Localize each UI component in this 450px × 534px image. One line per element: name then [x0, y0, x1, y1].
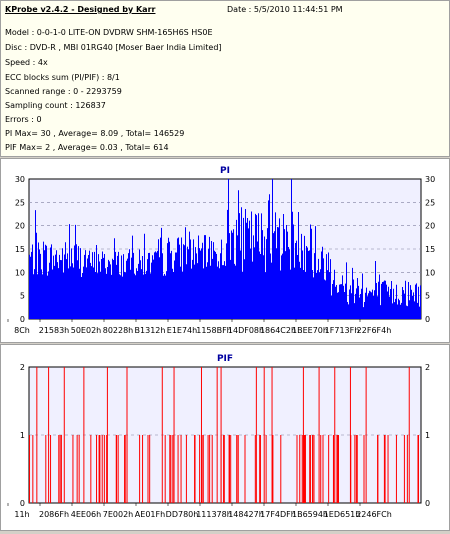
x-tick-label: 17F4DFh: [260, 510, 296, 519]
y-tick-label-left: 15: [15, 245, 25, 254]
x-tick-label: 22F6F4h: [357, 326, 392, 335]
y-tick-label-left: 0: [20, 315, 25, 324]
x-tick-label: 4EE06h: [71, 510, 101, 519]
y-tick-label-right: 0: [425, 315, 430, 324]
y-tick-label-right: 5: [425, 292, 430, 301]
x-tick-label: 1BEE70h: [292, 326, 328, 335]
x-tick-label: 14DF08h: [228, 326, 264, 335]
pi-chart: PI 0 0 5 5 10 10 15 15 20 20 25 25 30 30 8Ch 21583h 50E02…: [7, 166, 435, 335]
pif-chart: PIF 0 0 1 1 2 2 11h 2086Fh 4EE06h 7E002h AE01Fh DD78…: [7, 354, 430, 519]
x-tick-label: 80228h: [103, 326, 134, 335]
y-tick-label-right: 10: [425, 268, 435, 277]
x-tick-label: 1158BFh: [196, 326, 232, 335]
y-tick-label-right: 25: [425, 198, 435, 207]
pif-chart-panel: PIF 0 0 1 1 2 2 11h 2086Fh 4EE06h 7E002h AE01Fh DD78…: [0, 344, 450, 531]
x-tick-label: 1ED651h: [324, 510, 361, 519]
y-tick-label-left: 2: [20, 363, 25, 372]
disc-line: Disc : DVD-R , MBI 01RG40 [Moser Baer In…: [5, 43, 222, 52]
y-tick-label-right: 1: [425, 431, 430, 440]
sampling-count-line: Sampling count : 126837: [5, 101, 106, 110]
y-tick-label-left: 1: [20, 431, 25, 440]
x-tick-label: 148427h: [228, 510, 264, 519]
scan-date: Date : 5/5/2010 11:44:51 PM: [227, 5, 343, 14]
disc-info-panel: KProbe v2.4.2 - Designed by Karr Date : …: [0, 0, 450, 157]
x-tick-label: 11h: [14, 510, 29, 519]
y-tick-label-left: 25: [15, 198, 25, 207]
x-tick-label: B1312h: [135, 326, 166, 335]
y-tick-label-left: 20: [15, 222, 25, 231]
speed-line: Speed : 4x: [5, 58, 48, 67]
x-tick-label: 50E02h: [71, 326, 101, 335]
x-tick-label: 2246FCh: [356, 510, 392, 519]
x-tick-label: 21583h: [39, 326, 70, 335]
chart-title: PIF: [217, 354, 233, 364]
y-tick-label-left: 10: [15, 268, 25, 277]
chart-title: PI: [220, 166, 230, 176]
pi-summary-line: PI Max= 30 , Average= 8.09 , Total= 1465…: [5, 129, 185, 138]
x-tick-label: 111378h: [196, 510, 232, 519]
x-tick-label: AE01Fh: [135, 510, 165, 519]
app-title: KProbe v2.4.2 - Designed by Karr: [5, 5, 156, 14]
errors-line: Errors : 0: [5, 115, 42, 124]
x-tick-label: E1E74h: [167, 326, 197, 335]
x-tick-label: 8Ch: [14, 326, 30, 335]
y-tick-label-left: 30: [15, 175, 25, 184]
y-tick-label-right: 30: [425, 175, 435, 184]
y-tick-label-right: 2: [425, 363, 430, 372]
y-tick-label-right: 15: [425, 245, 435, 254]
scanned-range-line: Scanned range : 0 - 2293759: [5, 87, 122, 96]
pif-summary-line: PIF Max= 2 , Average= 0.03 , Total= 614: [5, 143, 169, 152]
x-tick-label: 1864C2h: [260, 326, 296, 335]
x-tick-label: 1B6594h: [292, 510, 328, 519]
ecc-line: ECC blocks sum (PI/PIF) : 8/1: [5, 73, 120, 82]
x-tick-label: DD780h: [166, 510, 199, 519]
x-tick-label: 7E002h: [103, 510, 133, 519]
plot-area: [28, 366, 422, 504]
model-line: Model : 0-0-1-0 LITE-ON DVDRW SHM-165H6S…: [5, 28, 213, 37]
x-tick-label: 2086Fh: [39, 510, 69, 519]
x-tick-label: 1F713Fh: [325, 326, 360, 335]
y-tick-label-left: 0: [20, 499, 25, 508]
y-tick-label-right: 0: [425, 499, 430, 508]
y-tick-label-right: 20: [425, 222, 435, 231]
y-tick-label-left: 5: [20, 292, 25, 301]
pi-chart-panel: PI 0 0 5 5 10 10 15 15 20 20 25 25 30 30 8Ch 21583h 50E02…: [0, 158, 450, 343]
